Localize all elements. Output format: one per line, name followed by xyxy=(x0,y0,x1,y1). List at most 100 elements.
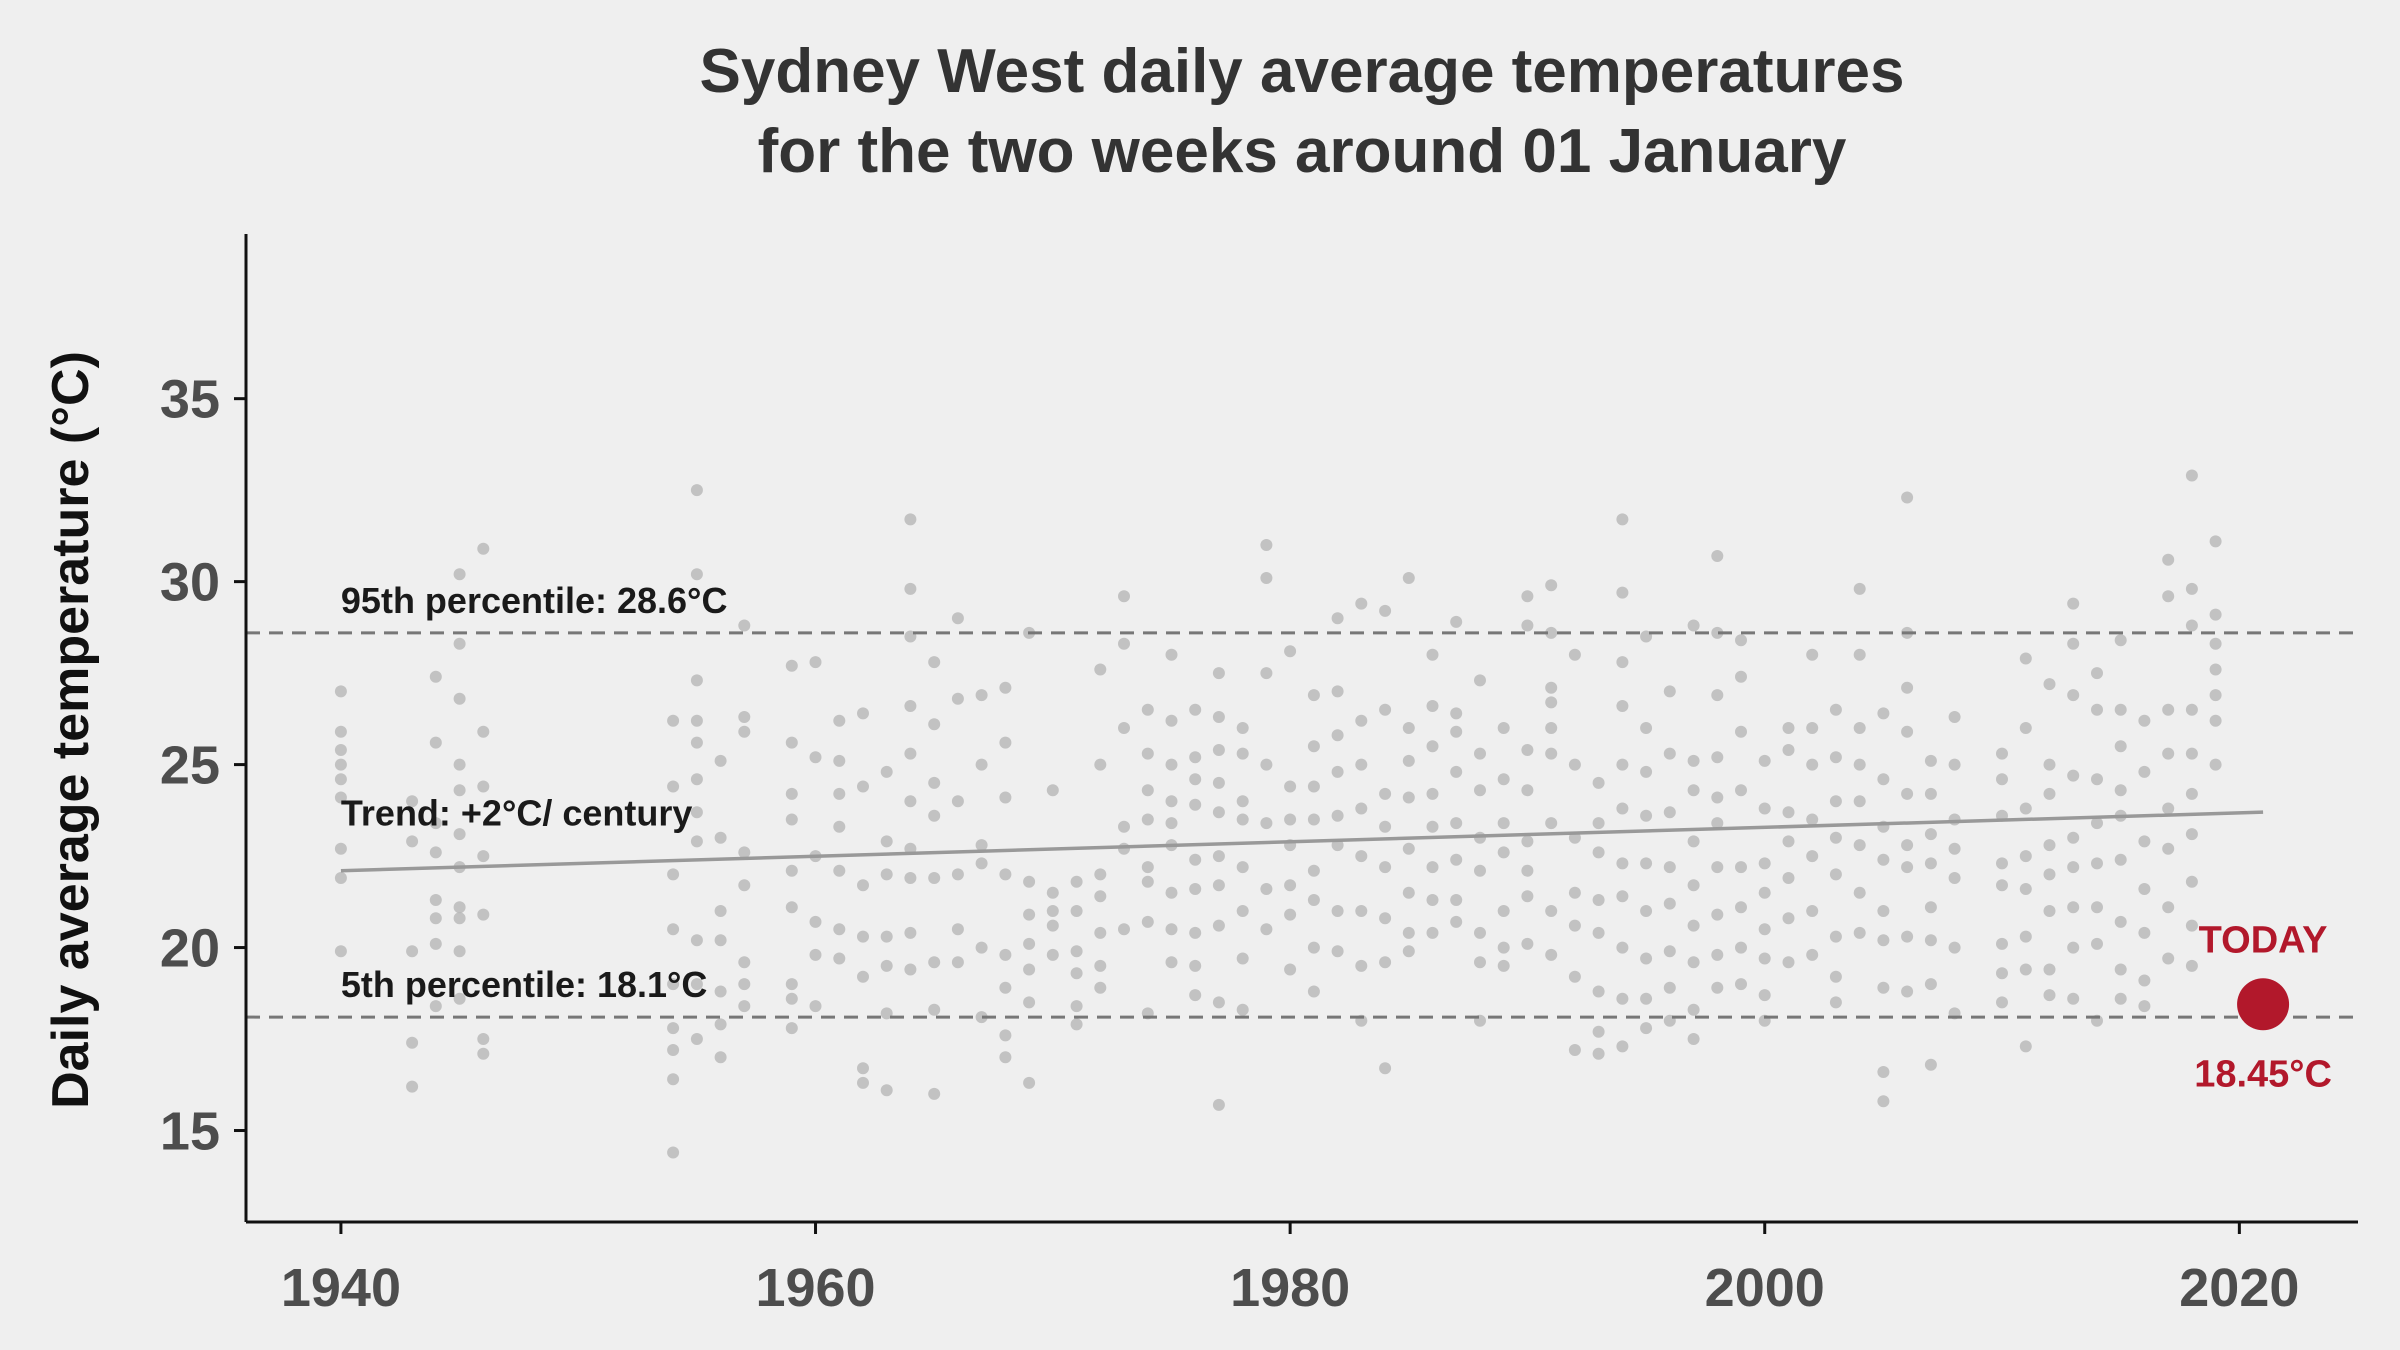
data-point xyxy=(1094,868,1107,881)
data-point xyxy=(714,831,727,844)
data-point xyxy=(1331,612,1344,625)
data-point xyxy=(1379,956,1392,969)
data-point xyxy=(406,1036,419,1049)
data-point xyxy=(2162,952,2175,965)
data-point xyxy=(880,1007,893,1020)
data-point xyxy=(1212,879,1225,892)
data-point xyxy=(904,700,917,712)
data-point xyxy=(1212,711,1225,723)
data-point xyxy=(406,1080,419,1093)
data-point xyxy=(429,846,442,859)
data-point xyxy=(1141,861,1154,874)
data-point xyxy=(1806,722,1819,734)
data-point xyxy=(904,747,917,760)
data-point xyxy=(1782,956,1795,969)
y-tick-label: 35 xyxy=(160,370,220,430)
data-point xyxy=(928,809,941,822)
data-point xyxy=(1094,663,1107,676)
data-point xyxy=(2043,758,2056,771)
data-point xyxy=(1046,948,1059,961)
data-point xyxy=(857,1062,869,1075)
data-point xyxy=(2138,765,2151,778)
data-point xyxy=(951,795,964,808)
y-axis-label: Daily average temperature (°C) xyxy=(42,351,100,1109)
data-point xyxy=(1189,703,1202,716)
data-point xyxy=(1118,842,1130,855)
data-point xyxy=(857,1076,869,1089)
data-point xyxy=(429,1000,442,1013)
data-point xyxy=(1829,703,1842,716)
data-point xyxy=(1046,784,1059,797)
data-point xyxy=(1355,597,1368,610)
data-point xyxy=(857,707,869,720)
data-point xyxy=(951,868,964,881)
data-point xyxy=(1996,773,2008,786)
data-point xyxy=(1877,1066,1890,1078)
data-point xyxy=(904,963,917,976)
data-point xyxy=(1711,948,1724,961)
data-point xyxy=(1379,861,1392,874)
data-point xyxy=(2185,469,2198,482)
data-point xyxy=(1307,740,1320,753)
data-point xyxy=(1521,619,1534,632)
data-point xyxy=(1924,787,1937,800)
data-point xyxy=(667,1022,680,1035)
data-point xyxy=(785,864,798,877)
data-point xyxy=(1402,754,1415,767)
data-point xyxy=(1545,817,1558,830)
data-point xyxy=(1379,787,1392,800)
data-point xyxy=(1402,945,1415,958)
data-point xyxy=(2043,787,2056,800)
data-point xyxy=(1545,948,1558,961)
data-point xyxy=(1616,513,1629,526)
data-point xyxy=(1450,817,1463,830)
data-point xyxy=(2162,901,2175,914)
data-point xyxy=(1474,784,1486,797)
data-point xyxy=(406,795,419,808)
data-point xyxy=(975,839,988,852)
data-point xyxy=(1212,776,1225,789)
data-point xyxy=(833,754,846,767)
data-point xyxy=(1568,648,1581,661)
data-point xyxy=(785,992,798,1005)
today-value-label: 18.45°C xyxy=(2194,1053,2332,1095)
data-point xyxy=(2138,835,2151,848)
data-point xyxy=(1782,835,1795,848)
scatter-points xyxy=(334,469,2222,1159)
data-point xyxy=(1640,722,1653,734)
data-point xyxy=(1616,586,1629,599)
data-point xyxy=(1735,784,1747,797)
data-point xyxy=(1426,700,1439,712)
data-point xyxy=(1355,905,1368,917)
data-point xyxy=(690,484,703,497)
data-point xyxy=(928,656,941,669)
data-point xyxy=(690,674,703,687)
data-point xyxy=(477,908,490,921)
data-point xyxy=(1521,744,1534,756)
data-point xyxy=(1189,853,1202,866)
data-point xyxy=(477,780,490,793)
data-point xyxy=(1355,959,1368,972)
today-label: TODAY xyxy=(2199,919,2328,961)
data-point xyxy=(1141,784,1154,797)
data-point xyxy=(1497,722,1510,734)
data-point xyxy=(1497,959,1510,972)
data-point xyxy=(2209,608,2222,621)
data-point xyxy=(951,956,964,969)
data-point xyxy=(2162,703,2175,716)
data-point xyxy=(1948,813,1961,826)
data-point xyxy=(1521,590,1534,603)
data-point xyxy=(1402,572,1415,584)
data-point xyxy=(1497,905,1510,917)
data-point xyxy=(2114,703,2127,716)
data-point xyxy=(738,846,751,859)
data-point xyxy=(1592,846,1605,859)
y-tick-label: 30 xyxy=(160,553,220,613)
data-point xyxy=(2209,758,2222,771)
data-point xyxy=(334,945,347,958)
data-point xyxy=(1616,656,1629,669)
data-point xyxy=(951,692,964,705)
data-point xyxy=(1616,802,1629,815)
data-point xyxy=(2209,689,2222,702)
data-point xyxy=(999,681,1012,694)
